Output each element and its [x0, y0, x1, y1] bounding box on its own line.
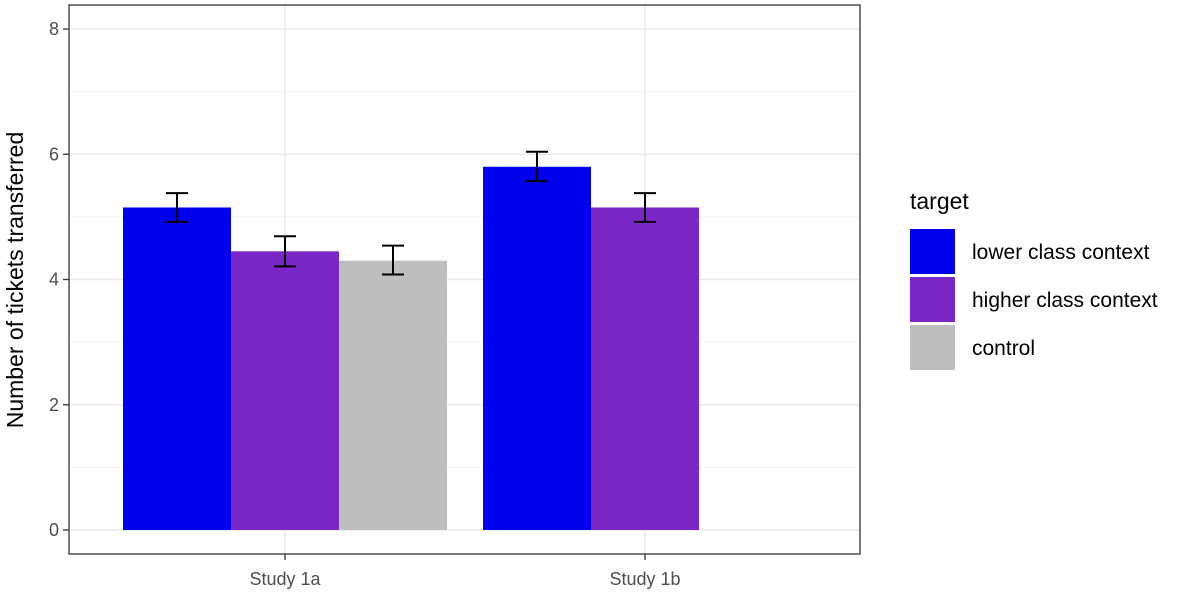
y-tick-label: 0 — [49, 520, 59, 540]
y-axis: 0 2 4 6 8 — [49, 19, 69, 540]
x-tick-label: Study 1a — [249, 569, 321, 589]
legend-title: target — [910, 188, 969, 214]
y-tick-label: 6 — [49, 144, 59, 164]
bar — [123, 207, 231, 530]
legend: target lower class context higher class c… — [910, 188, 1158, 370]
x-tick-label: Study 1b — [609, 569, 680, 589]
legend-key — [910, 229, 955, 274]
y-tick-label: 4 — [49, 270, 59, 290]
legend-key — [910, 277, 955, 322]
bar — [591, 207, 699, 530]
bars — [123, 166, 699, 530]
error-bars — [166, 150, 656, 276]
legend-label: higher class context — [972, 289, 1158, 312]
x-axis: Study 1a Study 1b — [249, 554, 681, 589]
bar — [339, 260, 447, 530]
legend-label: control — [972, 337, 1035, 360]
legend-key — [910, 325, 955, 370]
y-tick-label: 2 — [49, 395, 59, 415]
bar — [483, 166, 591, 530]
bar — [231, 251, 339, 530]
y-axis-title: Number of tickets transferred — [2, 132, 28, 429]
y-tick-label: 8 — [49, 19, 59, 39]
legend-label: lower class context — [972, 241, 1150, 264]
